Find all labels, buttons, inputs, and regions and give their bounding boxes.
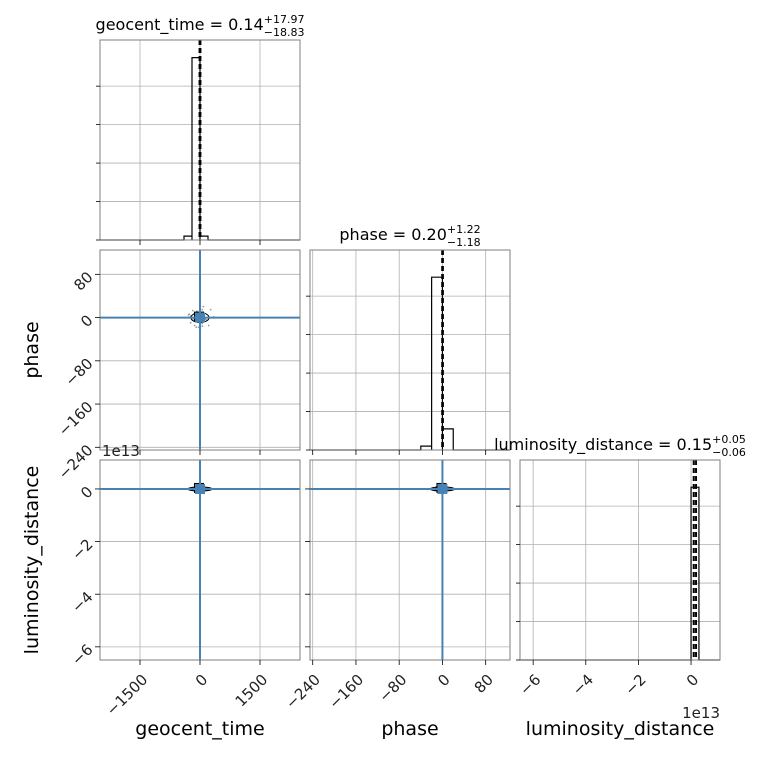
xtick-label-phase: 80: [471, 671, 497, 697]
title-minus: −0.06: [712, 446, 746, 459]
xaxis-offset-text: 1e13: [682, 704, 720, 722]
scatter-point: [209, 308, 212, 311]
title-minus: −1.18: [447, 236, 481, 249]
title-plus: +17.97: [264, 13, 305, 26]
xtick-label-geocent_time: 1500: [232, 671, 272, 711]
title-plus: +1.22: [447, 223, 481, 236]
xtick-label-phase: 0: [434, 671, 453, 690]
panel-title-phase: phase = 0.20+1.22 −1.18: [339, 223, 480, 249]
xtick-label-luminosity_distance: 0: [683, 671, 702, 690]
scatter-point: [187, 313, 190, 316]
ytick-label-phase: 80: [70, 268, 96, 294]
frames-layer: [99, 39, 721, 661]
xtick-label-luminosity_distance: −2: [621, 671, 649, 699]
histogram-phase: [310, 276, 510, 451]
ytick-label-luminosity_distance: −4: [68, 588, 96, 616]
title-main: phase = 0.20: [339, 225, 446, 244]
xaxis-label-luminosity_distance: luminosity_distance: [526, 718, 715, 740]
scatter-point: [207, 324, 210, 327]
truth-marker-phase-luminosity_distance: [437, 483, 448, 494]
data-layer: [100, 40, 720, 661]
scatter-point: [193, 324, 196, 327]
ytick-label-phase: −240: [55, 441, 97, 483]
histogram-luminosity_distance: [520, 486, 720, 661]
ytick-label-phase: −80: [61, 355, 96, 390]
text-layer: geocent_time = 0.14+17.97 −18.83 phase = 0…: [21, 13, 746, 740]
ytick-label-luminosity_distance: 0: [77, 483, 96, 502]
scatter-point: [201, 322, 204, 325]
scatter-point: [201, 325, 204, 328]
xtick-label-geocent_time: −1500: [103, 671, 152, 720]
scatter-point: [195, 326, 198, 329]
xtick-label-phase: −160: [325, 671, 367, 713]
xtick-label-luminosity_distance: −4: [569, 671, 597, 699]
xtick-label-luminosity_distance: −6: [516, 671, 544, 699]
panel-title-geocent_time: geocent_time = 0.14+17.97 −18.83: [96, 13, 305, 39]
scatter-point: [201, 308, 204, 311]
yaxis-offset-text: 1e13: [102, 442, 140, 460]
title-minus: −18.83: [264, 26, 305, 39]
ticks-layer: [95, 85, 692, 665]
panel-frame-phase-luminosity_distance: [309, 459, 511, 661]
ytick-label-phase: −160: [55, 398, 97, 440]
xtick-label-phase: −80: [375, 671, 410, 706]
yaxis-label-phase: phase: [21, 321, 43, 378]
title-plus: +0.05: [712, 433, 746, 446]
xaxis-label-phase: phase: [381, 718, 438, 740]
scatter-point: [191, 309, 194, 312]
ytick-label-phase: 0: [77, 311, 96, 330]
scatter-point: [189, 321, 192, 324]
yaxis-label-luminosity_distance: luminosity_distance: [21, 466, 43, 655]
scatter-point: [202, 305, 205, 308]
panel-title-luminosity_distance: luminosity_distance = 0.15+0.05 −0.06: [494, 433, 746, 459]
title-main: geocent_time = 0.14: [96, 15, 264, 35]
panel-frame-luminosity_distance: [519, 459, 721, 661]
truth-marker-geocent_time-phase: [195, 312, 205, 323]
title-main: luminosity_distance = 0.15: [494, 435, 712, 455]
panel-frame-phase: [309, 249, 511, 451]
ytick-label-luminosity_distance: −2: [68, 535, 96, 563]
grid-layer: [100, 40, 720, 660]
ytick-label-luminosity_distance: −6: [68, 641, 96, 669]
truth-marker-geocent_time-luminosity_distance: [195, 483, 205, 494]
xtick-label-phase: −240: [282, 671, 324, 713]
xtick-label-geocent_time: 0: [192, 671, 211, 690]
xaxis-label-geocent_time: geocent_time: [135, 718, 264, 740]
